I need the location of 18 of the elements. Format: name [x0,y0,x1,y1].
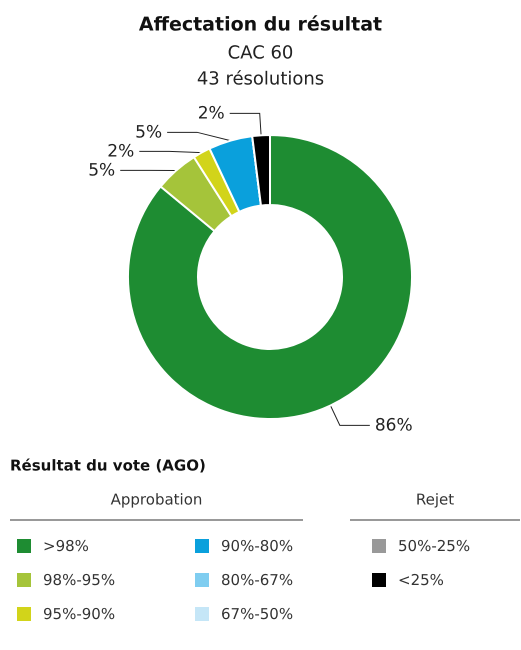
legend-label: 98%-95% [43,571,116,589]
data-label: 2% [107,141,134,162]
data-label: 5% [88,160,116,180]
legend-label: 67%-50% [221,605,294,623]
legend-label: 95%-90% [43,605,116,623]
text: Approbation [110,490,202,508]
legend-label: 80%-67% [221,571,294,589]
legend-label: <25% [398,571,444,589]
text: Rejet [416,490,454,508]
data-label: 2% [198,103,225,124]
chart-title: Affectation du résultat [138,14,382,36]
data-label: 5% [135,122,162,142]
legend-label: 90%-80% [221,537,294,555]
chart-subtitle: CAC 60 43 résolutions [196,42,324,90]
legend-label: 50%-25% [398,537,470,555]
data-label: 86% [374,415,413,436]
legend-title: Résultat du vote (AGO) [10,456,206,474]
legend-label: >98% [43,537,89,555]
